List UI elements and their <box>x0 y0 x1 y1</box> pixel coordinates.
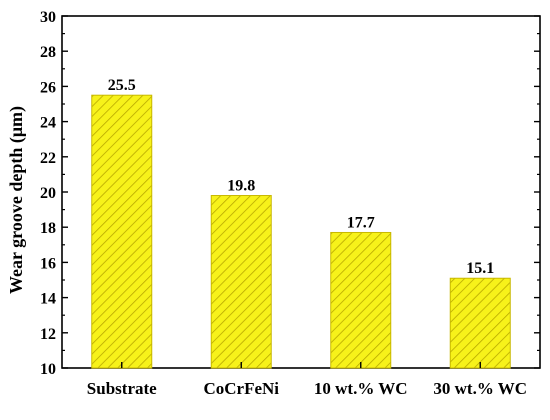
y-tick-label: 10 <box>40 361 56 378</box>
bar <box>210 195 272 369</box>
y-tick-label: 20 <box>40 185 56 202</box>
x-tick-label: CoCrFeNi <box>203 379 279 398</box>
y-tick-label: 22 <box>40 150 56 167</box>
x-tick-label: Substrate <box>87 379 157 398</box>
y-tick-label: 12 <box>40 326 56 343</box>
bar-value-label: 19.8 <box>227 178 255 195</box>
plot-area: 10 12 14 16 18 20 22 24 26 28 30 25.5 Substrate 19.8 C… <box>40 9 541 398</box>
x-tick-label: 30 wt.% WC <box>433 379 527 398</box>
y-tick-label: 16 <box>40 255 56 272</box>
bar-value-label: 25.5 <box>108 77 136 94</box>
bar <box>449 277 511 369</box>
y-tick-label: 28 <box>40 44 56 61</box>
bar <box>91 94 153 369</box>
bar-value-label: 17.7 <box>347 214 375 231</box>
y-tick-label: 30 <box>40 9 56 26</box>
bar <box>330 231 392 369</box>
y-axis-title: Wear groove depth (μm) <box>6 106 27 294</box>
y-tick-label: 26 <box>40 79 56 96</box>
y-tick-label: 18 <box>40 220 56 237</box>
x-tick-label: 10 wt.% WC <box>314 379 408 398</box>
y-tick-label: 24 <box>40 115 56 132</box>
bar-value-label: 15.1 <box>466 260 494 277</box>
y-tick-label: 14 <box>40 291 56 308</box>
